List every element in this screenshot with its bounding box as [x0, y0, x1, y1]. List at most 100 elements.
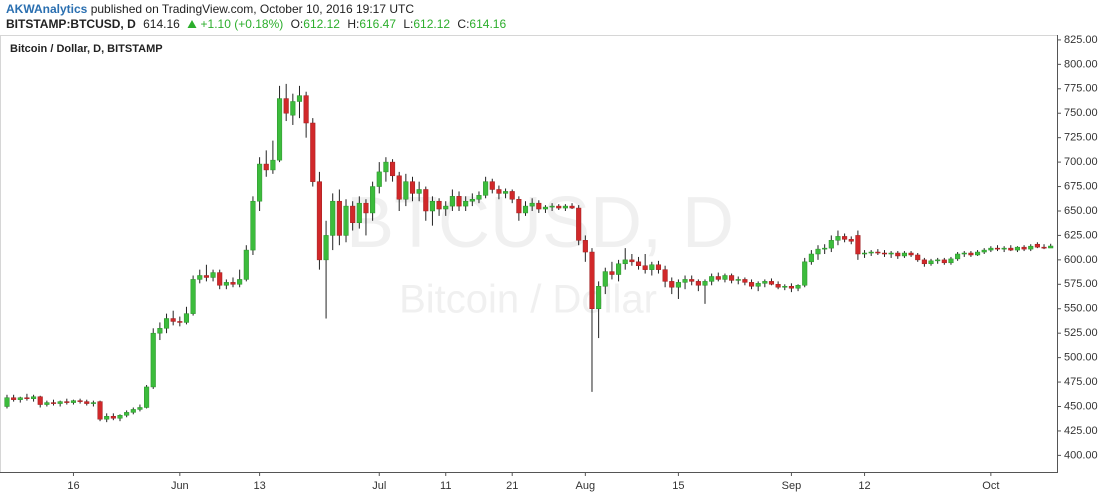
down-body	[436, 200, 442, 210]
up-body	[602, 271, 608, 287]
high-value: 616.47	[359, 17, 397, 31]
y-tick-label: 525.00	[1064, 327, 1098, 339]
down-body	[768, 281, 775, 285]
down-body	[37, 396, 43, 405]
plot-frame	[0, 35, 1058, 473]
publish-line: AKWAnalytics published on TradingView.co…	[6, 2, 414, 16]
up-body	[330, 200, 336, 236]
down-body	[695, 281, 701, 286]
down-body	[609, 271, 615, 275]
up-body	[562, 205, 568, 209]
down-body	[509, 191, 515, 200]
up-body	[290, 101, 296, 116]
up-body	[31, 396, 37, 399]
down-body	[516, 199, 522, 214]
up-body	[183, 313, 190, 323]
down-body	[855, 235, 861, 255]
down-body	[1021, 246, 1027, 250]
down-body	[456, 196, 462, 207]
candles	[4, 83, 1054, 423]
up-body	[197, 275, 203, 280]
published: published on TradingView.com, October 10…	[90, 2, 415, 16]
up-body	[370, 186, 376, 214]
down-body	[915, 254, 921, 261]
up-body	[276, 98, 283, 161]
down-body	[217, 272, 223, 286]
up-body	[808, 253, 814, 263]
change: +1.10 (+0.18%)	[200, 17, 284, 31]
up-body	[163, 318, 170, 329]
up-body	[735, 279, 741, 281]
up-body	[503, 191, 509, 194]
up-body	[828, 240, 834, 249]
y-tick-label: 400.00	[1064, 449, 1098, 461]
down-body	[629, 259, 635, 263]
up-body	[795, 285, 801, 289]
y-tick-label: 425.00	[1064, 425, 1098, 437]
up-body	[675, 282, 681, 288]
up-body	[822, 247, 828, 250]
up-body	[296, 95, 303, 102]
down-body	[842, 236, 848, 240]
down-body	[409, 181, 416, 194]
up-body	[616, 263, 622, 275]
down-body	[788, 286, 794, 289]
down-body	[908, 252, 914, 256]
up-body	[961, 252, 967, 255]
up-body	[815, 248, 821, 255]
up-body	[988, 247, 994, 251]
up-body	[90, 402, 96, 404]
x-tick-label: 13	[253, 480, 265, 492]
down-body	[635, 261, 642, 266]
y-tick-label: 800.00	[1064, 58, 1098, 70]
down-body	[569, 205, 575, 209]
down-body	[310, 122, 316, 182]
y-tick-label: 825.00	[1064, 34, 1098, 46]
y-tick-label: 775.00	[1064, 83, 1098, 95]
up-body	[403, 181, 409, 200]
up-body	[429, 200, 435, 212]
up-body	[243, 249, 249, 280]
down-body	[203, 275, 209, 278]
down-body	[396, 175, 402, 200]
up-body	[124, 412, 130, 416]
y-tick-label: 750.00	[1064, 107, 1098, 119]
down-body	[715, 276, 721, 280]
up-body	[802, 261, 808, 286]
x-tick-label: 11	[440, 480, 451, 492]
down-body	[97, 401, 103, 420]
y-tick-label: 450.00	[1064, 400, 1098, 412]
close-label: C:	[457, 17, 470, 31]
down-body	[11, 397, 17, 400]
down-body	[64, 401, 70, 403]
up-body	[702, 281, 708, 286]
up-body	[443, 205, 449, 210]
up-body	[17, 397, 23, 400]
down-body	[110, 416, 116, 419]
down-body	[84, 401, 90, 404]
y-tick-label: 475.00	[1064, 376, 1098, 388]
down-body	[536, 202, 542, 210]
down-body	[1034, 243, 1040, 248]
y-tick-label: 550.00	[1064, 303, 1098, 315]
up-body	[975, 251, 981, 256]
down-body	[489, 181, 495, 190]
down-body	[582, 240, 588, 253]
y-tick-label: 650.00	[1064, 205, 1098, 217]
up-body	[190, 279, 196, 314]
up-body	[755, 283, 761, 287]
up-body	[57, 401, 63, 404]
up-body	[948, 258, 954, 264]
up-body	[449, 196, 455, 207]
symbol: BITSTAMP:BTCUSD, D	[6, 17, 136, 31]
up-body	[1014, 246, 1020, 251]
up-body	[117, 415, 123, 419]
down-body	[921, 259, 927, 265]
up-body	[955, 253, 961, 260]
watermark-name: Bitcoin / Dollar	[399, 278, 657, 322]
down-body	[230, 282, 236, 285]
close-value: 614.16	[469, 17, 507, 31]
down-body	[390, 161, 396, 177]
x-tick-label: 16	[67, 480, 79, 492]
